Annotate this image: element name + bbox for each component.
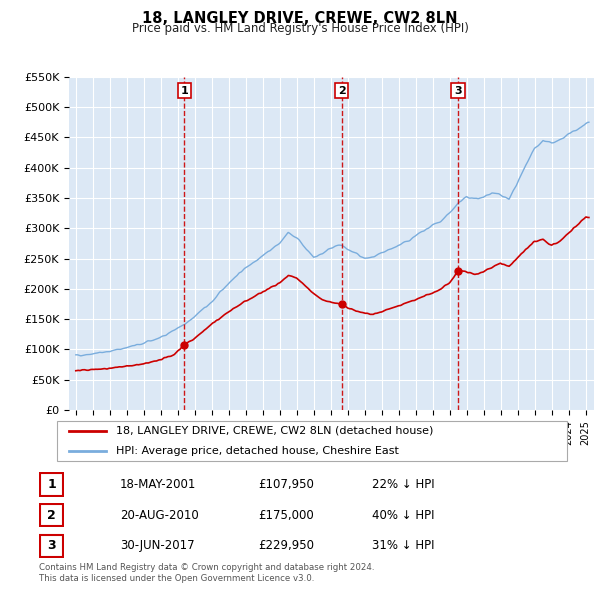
Text: Contains HM Land Registry data © Crown copyright and database right 2024.
This d: Contains HM Land Registry data © Crown c…: [39, 563, 374, 583]
Text: £175,000: £175,000: [258, 509, 314, 522]
Text: 2: 2: [338, 86, 346, 96]
Text: 18, LANGLEY DRIVE, CREWE, CW2 8LN (detached house): 18, LANGLEY DRIVE, CREWE, CW2 8LN (detac…: [116, 426, 433, 436]
Text: 18-MAY-2001: 18-MAY-2001: [120, 478, 196, 491]
Text: 31% ↓ HPI: 31% ↓ HPI: [372, 539, 434, 552]
Text: 30-JUN-2017: 30-JUN-2017: [120, 539, 194, 552]
Text: 18, LANGLEY DRIVE, CREWE, CW2 8LN: 18, LANGLEY DRIVE, CREWE, CW2 8LN: [142, 11, 458, 25]
Text: 3: 3: [47, 539, 56, 552]
FancyBboxPatch shape: [56, 421, 568, 461]
FancyBboxPatch shape: [40, 473, 63, 496]
FancyBboxPatch shape: [40, 535, 63, 557]
Text: 22% ↓ HPI: 22% ↓ HPI: [372, 478, 434, 491]
Text: 1: 1: [181, 86, 188, 96]
Text: 2: 2: [47, 509, 56, 522]
Text: 40% ↓ HPI: 40% ↓ HPI: [372, 509, 434, 522]
Text: £107,950: £107,950: [258, 478, 314, 491]
Text: HPI: Average price, detached house, Cheshire East: HPI: Average price, detached house, Ches…: [116, 446, 399, 456]
Text: 1: 1: [47, 478, 56, 491]
Text: 3: 3: [454, 86, 462, 96]
Text: £229,950: £229,950: [258, 539, 314, 552]
Text: Price paid vs. HM Land Registry's House Price Index (HPI): Price paid vs. HM Land Registry's House …: [131, 22, 469, 35]
FancyBboxPatch shape: [40, 504, 63, 526]
Text: 20-AUG-2010: 20-AUG-2010: [120, 509, 199, 522]
